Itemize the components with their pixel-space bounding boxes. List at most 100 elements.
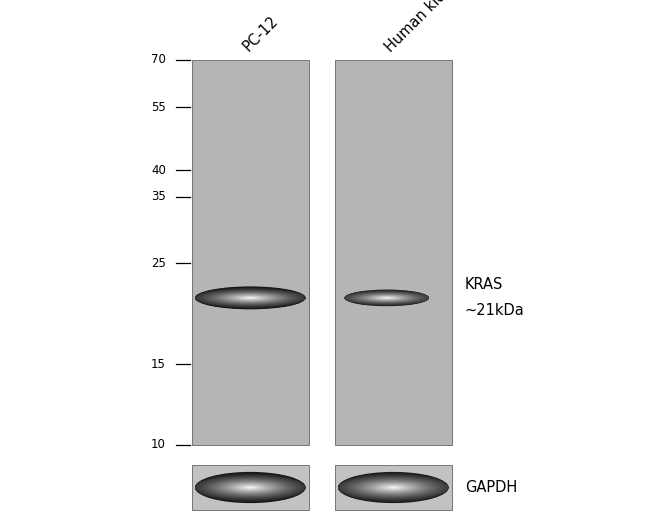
- Ellipse shape: [224, 294, 276, 302]
- Ellipse shape: [350, 478, 436, 497]
- Text: ~21kDa: ~21kDa: [465, 303, 525, 318]
- Ellipse shape: [202, 477, 299, 498]
- Text: Human kidney: Human kidney: [383, 0, 469, 55]
- Ellipse shape: [227, 483, 273, 492]
- Text: 35: 35: [151, 190, 166, 203]
- Ellipse shape: [222, 293, 279, 303]
- Ellipse shape: [230, 295, 270, 301]
- Ellipse shape: [195, 288, 306, 308]
- Ellipse shape: [195, 287, 306, 309]
- Text: 15: 15: [151, 358, 166, 371]
- Ellipse shape: [360, 294, 413, 302]
- Ellipse shape: [239, 296, 262, 300]
- Ellipse shape: [213, 292, 287, 304]
- Ellipse shape: [382, 485, 405, 490]
- Text: 70: 70: [151, 53, 166, 66]
- Ellipse shape: [198, 290, 302, 306]
- Ellipse shape: [236, 295, 265, 300]
- Ellipse shape: [371, 295, 402, 300]
- Ellipse shape: [344, 290, 429, 306]
- Bar: [192, 465, 309, 510]
- Ellipse shape: [374, 296, 400, 300]
- Ellipse shape: [365, 482, 422, 494]
- Ellipse shape: [222, 482, 279, 494]
- Text: GAPDH: GAPDH: [465, 480, 517, 495]
- Ellipse shape: [248, 297, 253, 298]
- Ellipse shape: [356, 479, 430, 496]
- Bar: [335, 60, 452, 445]
- Ellipse shape: [244, 297, 256, 299]
- Ellipse shape: [204, 477, 296, 498]
- Ellipse shape: [244, 486, 256, 489]
- Ellipse shape: [210, 479, 291, 496]
- Ellipse shape: [213, 479, 287, 496]
- Text: PC-12: PC-12: [240, 14, 281, 55]
- Ellipse shape: [359, 480, 428, 495]
- Ellipse shape: [344, 291, 429, 305]
- Ellipse shape: [373, 483, 413, 492]
- Ellipse shape: [354, 293, 420, 303]
- Ellipse shape: [195, 473, 306, 502]
- Ellipse shape: [385, 297, 389, 298]
- Ellipse shape: [380, 297, 393, 299]
- Ellipse shape: [344, 477, 442, 498]
- Ellipse shape: [369, 295, 404, 301]
- Ellipse shape: [233, 295, 268, 301]
- Ellipse shape: [195, 474, 306, 501]
- Ellipse shape: [365, 294, 409, 301]
- Ellipse shape: [382, 297, 391, 298]
- Ellipse shape: [204, 291, 296, 305]
- Ellipse shape: [218, 293, 282, 303]
- Bar: [192, 60, 309, 445]
- Ellipse shape: [344, 290, 429, 306]
- Ellipse shape: [239, 485, 262, 490]
- Ellipse shape: [387, 486, 399, 489]
- Ellipse shape: [207, 291, 293, 305]
- Ellipse shape: [195, 287, 306, 309]
- Ellipse shape: [230, 483, 270, 492]
- Ellipse shape: [224, 482, 276, 493]
- Ellipse shape: [358, 294, 415, 302]
- Ellipse shape: [350, 292, 424, 304]
- Ellipse shape: [353, 479, 434, 496]
- Ellipse shape: [195, 288, 306, 307]
- Text: 10: 10: [151, 438, 166, 451]
- Ellipse shape: [248, 487, 253, 488]
- Ellipse shape: [378, 296, 396, 299]
- Ellipse shape: [367, 482, 419, 493]
- Ellipse shape: [356, 293, 417, 303]
- Ellipse shape: [227, 294, 273, 302]
- Text: 25: 25: [151, 257, 166, 270]
- Ellipse shape: [195, 289, 306, 307]
- Ellipse shape: [196, 289, 305, 307]
- Ellipse shape: [195, 475, 306, 500]
- Ellipse shape: [236, 485, 265, 491]
- Text: KRAS: KRAS: [465, 277, 503, 292]
- Ellipse shape: [216, 480, 285, 495]
- Ellipse shape: [370, 483, 416, 492]
- Ellipse shape: [385, 486, 402, 489]
- Ellipse shape: [195, 474, 306, 501]
- Ellipse shape: [338, 474, 448, 501]
- Ellipse shape: [379, 485, 408, 491]
- Ellipse shape: [338, 473, 448, 502]
- Bar: [335, 465, 452, 510]
- Text: 40: 40: [151, 164, 166, 177]
- Ellipse shape: [242, 486, 259, 489]
- Ellipse shape: [344, 291, 429, 305]
- Ellipse shape: [195, 472, 306, 503]
- Ellipse shape: [361, 480, 425, 495]
- Ellipse shape: [233, 484, 268, 491]
- Ellipse shape: [198, 476, 302, 499]
- Ellipse shape: [367, 295, 406, 301]
- Ellipse shape: [196, 476, 305, 499]
- Ellipse shape: [195, 473, 306, 502]
- Ellipse shape: [207, 478, 293, 497]
- Ellipse shape: [341, 476, 445, 499]
- Ellipse shape: [347, 292, 426, 304]
- Ellipse shape: [338, 472, 448, 503]
- Ellipse shape: [344, 291, 429, 305]
- Ellipse shape: [376, 484, 411, 491]
- Ellipse shape: [347, 477, 439, 498]
- Ellipse shape: [338, 473, 448, 502]
